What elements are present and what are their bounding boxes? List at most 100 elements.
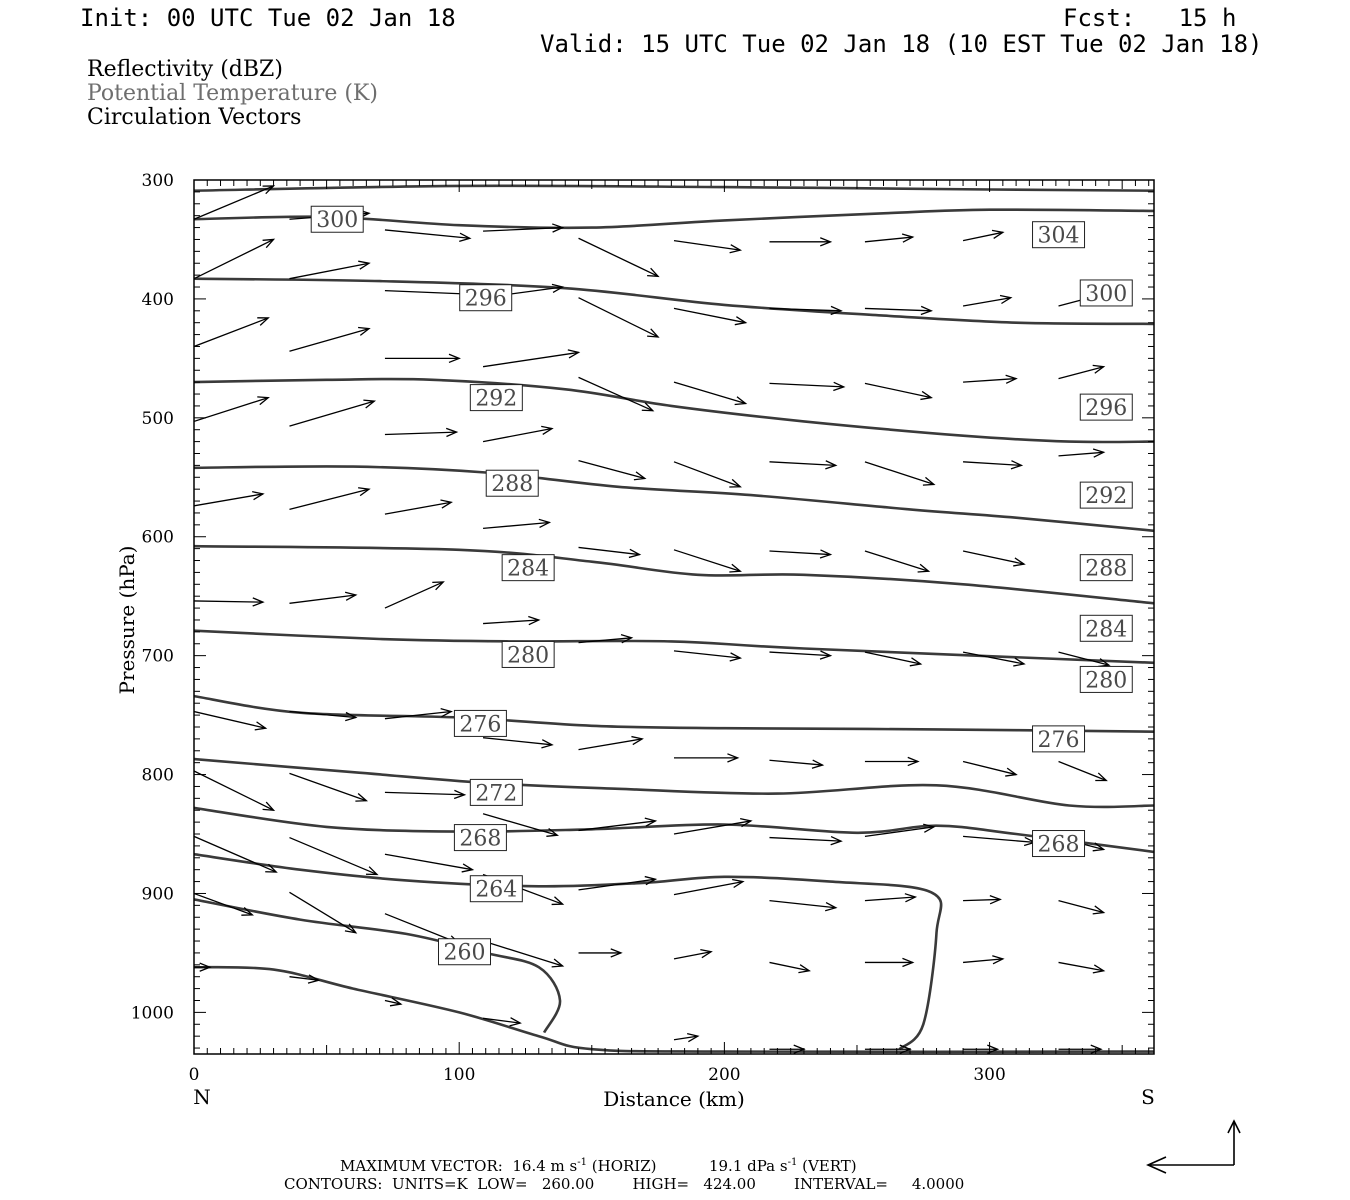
field-potential-temperature: Potential Temperature (K) [87,81,378,106]
circulation-vector [673,307,748,326]
x-tick-label: 200 [708,1065,740,1085]
circulation-vector [962,294,1013,307]
contour-label: 300 [310,205,364,233]
circulation-vector [769,381,846,392]
contour-label: 272 [469,778,523,806]
max-vert-exp: -1 [787,1157,798,1168]
circulation-vector [963,955,1005,965]
circulation-vector [578,875,658,891]
circulation-vector [673,549,742,573]
y-tick-label: 1000 [131,1003,174,1023]
circulation-vector [289,591,358,604]
circulation-vector [578,237,660,278]
circulation-vector [769,460,838,470]
contour-272 [194,757,1154,809]
contour-label: 276 [453,709,507,737]
contour-label: 292 [1079,481,1133,509]
circulation-vector [194,835,278,873]
circulation-vector [864,233,915,243]
contour-label: 288 [1079,554,1133,582]
contour-label-text: 284 [1085,617,1127,642]
plot-frame [193,179,1155,1055]
y-tick-label: 300 [142,171,174,191]
south-label: S [1141,1085,1155,1109]
contour-label: 296 [1079,393,1133,421]
circulation-vector [962,229,1005,242]
circulation-vector [194,396,270,423]
circulation-vector [289,487,371,511]
circulation-vector [1058,961,1106,974]
contour-label-text: 292 [475,387,517,412]
circulation-vector [384,427,459,438]
contour-label-text: 296 [1085,396,1127,421]
circulation-vector [963,1044,1000,1054]
circulation-vectors [194,185,1111,1054]
circulation-vector [864,382,933,401]
y-tick-label: 700 [142,647,174,667]
max-horiz-exp: -1 [577,1157,587,1168]
y-tick-label: 500 [142,409,174,429]
circulation-vector [384,853,475,873]
circulation-vector [384,499,453,515]
contour-label-text: 280 [1085,668,1127,693]
circulation-vector [673,1033,700,1043]
circulation-vector [194,770,276,812]
circulation-vector [578,634,634,644]
circulation-vector [769,961,811,974]
circulation-vector [482,425,554,443]
circulation-vector [194,892,254,916]
circulation-vector [1058,760,1108,782]
circulation-vector [578,297,660,338]
circulation-vector [962,550,1026,567]
circulation-vector [289,326,371,352]
contour-label: 268 [453,824,507,852]
contour-label-text: 276 [1038,728,1080,753]
circulation-vector [673,381,748,406]
valid-time: Valid: 15 UTC Tue 02 Jan 18 (10 EST Tue … [540,30,1263,58]
contour-268 [194,806,1154,854]
circulation-vector [578,735,644,751]
contour-label: 304 [1032,221,1086,249]
contour-label-text: 304 [1038,224,1080,249]
init-time: Init: 00 UTC Tue 02 Jan 18 [80,4,456,32]
circulation-vector [384,707,453,720]
contour-296 [194,277,1154,326]
circulation-vector [769,549,833,559]
contour-lines [194,184,1154,1054]
circulation-vector [963,460,1024,470]
contour-label-text: 260 [443,941,485,966]
contour-label-text: 284 [507,557,549,582]
circulation-vector [1058,1044,1103,1054]
max-vert-tag: (VERT) [802,1157,857,1175]
circulation-vector [483,518,552,530]
contour-label-text: 288 [1085,557,1127,582]
y-tick-label: 400 [142,290,174,310]
circulation-vector [194,491,265,507]
circulation-vector [963,835,1037,847]
contour-label-text: 288 [491,472,533,497]
circulation-vector [482,349,581,368]
circulation-vector [578,546,642,559]
circulation-vector [864,756,920,767]
circulation-vector [384,353,461,364]
circulation-vector [289,891,358,934]
circulation-vector [578,376,655,412]
contour-label: 264 [469,875,523,903]
contours-info: CONTOURS: UNITS=K LOW= 260.00 HIGH= 424.… [284,1175,965,1193]
circulation-vector [384,581,445,609]
circulation-vector [769,237,833,247]
contour-label-text: 268 [1038,833,1080,858]
x-axis-label: Distance (km) [603,1087,745,1111]
contour-label-text: 292 [1085,484,1127,509]
contour-304 [194,184,1154,192]
circulation-vector [194,962,212,972]
contour-label-text: 300 [1085,282,1127,307]
circulation-vector [673,878,745,896]
circulation-vector [673,240,743,254]
circulation-vector [864,305,933,316]
contour-label: 296 [459,284,513,312]
reference-vector-icon [1146,1119,1241,1174]
y-tick-label: 800 [142,766,174,786]
circulation-vector [578,460,647,481]
circulation-vector [1058,364,1106,380]
